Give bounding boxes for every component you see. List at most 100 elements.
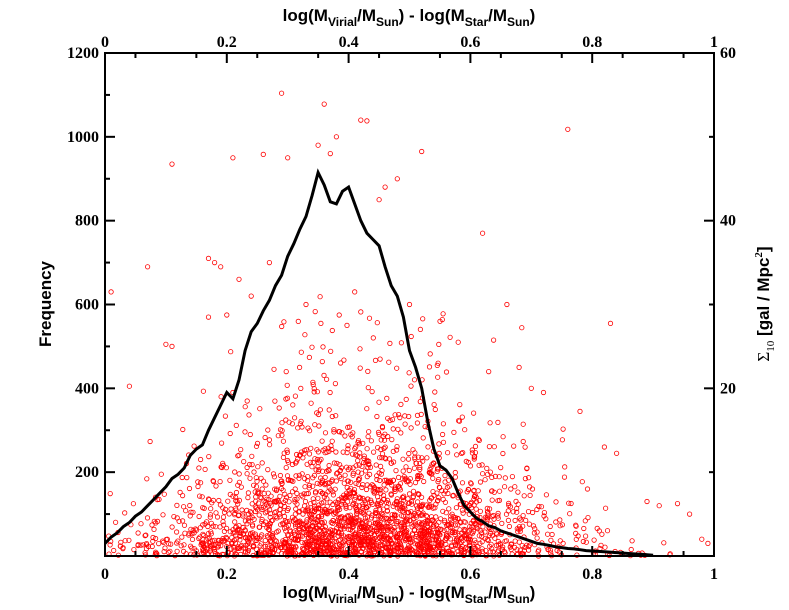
scatter-point (460, 510, 466, 516)
scatter-point (313, 467, 319, 473)
scatter-point (568, 500, 574, 507)
scatter-point (400, 497, 406, 503)
scatter-point (174, 502, 180, 508)
scatter-point (161, 548, 167, 555)
scatter-point (332, 486, 338, 492)
scatter-point (543, 492, 550, 498)
scatter-point (315, 449, 321, 455)
scatter-point (604, 528, 611, 534)
scatter-point (315, 543, 322, 549)
scatter-point (269, 544, 275, 550)
scatter-point (376, 197, 382, 203)
scatter-point (360, 501, 366, 507)
scatter-point (573, 536, 579, 542)
scatter-point (374, 510, 380, 516)
scatter-point (301, 503, 308, 509)
scatter-point (258, 495, 264, 501)
scatter-point (628, 546, 634, 553)
scatter-point (338, 465, 345, 471)
scatter-point (267, 514, 273, 520)
scatter-point (398, 340, 404, 346)
scatter-point (369, 538, 375, 544)
scatter-point (468, 481, 474, 487)
scatter-point (414, 420, 420, 426)
scatter-point (457, 519, 463, 525)
scatter-point (471, 496, 477, 502)
scatter-point (166, 541, 172, 547)
scatter-point (322, 480, 329, 487)
scatter-point (490, 337, 497, 343)
scatter-point (507, 544, 513, 550)
scatter-point (352, 520, 358, 526)
scatter-point (160, 512, 166, 518)
scatter-point (379, 451, 386, 457)
scatter-point (392, 412, 398, 418)
scatter-point (329, 413, 335, 420)
scatter-point (289, 489, 296, 495)
scatter-point (385, 524, 391, 531)
scatter-point (299, 471, 305, 477)
scatter-point (247, 475, 253, 481)
scatter-point (475, 488, 481, 494)
scatter-point (453, 536, 460, 542)
scatter-point (266, 442, 273, 448)
scatter-point (316, 534, 322, 541)
scatter-point (196, 535, 202, 542)
scatter-point (200, 388, 206, 394)
scatter-point (270, 531, 276, 537)
scatter-point (378, 437, 384, 443)
scatter-point (322, 474, 328, 480)
scatter-point (443, 369, 450, 375)
scatter-point (224, 525, 230, 532)
scatter-point (440, 421, 446, 427)
scatter-point (411, 515, 417, 521)
scatter-point (311, 508, 317, 514)
scatter-point (445, 490, 451, 497)
scatter-point (490, 512, 496, 519)
scatter-point (306, 543, 312, 549)
scatter-point (342, 502, 348, 508)
scatter-point (181, 542, 187, 548)
scatter-point (293, 459, 300, 465)
scatter-point (331, 429, 337, 435)
scatter-point (495, 542, 501, 548)
scatter-point (607, 320, 614, 326)
scatter-point (463, 532, 470, 539)
scatter-point (359, 519, 365, 526)
scatter-point (436, 519, 442, 525)
scatter-point (283, 464, 289, 471)
scatter-point (142, 552, 149, 558)
scatter-point (284, 457, 291, 464)
scatter-point (324, 548, 330, 554)
scatter-point (442, 472, 448, 479)
scatter-point (247, 431, 253, 438)
scatter-point (484, 516, 490, 523)
scatter-point (408, 333, 414, 340)
scatter-point (581, 525, 587, 532)
scatter-point (415, 472, 421, 479)
scatter-point (332, 528, 338, 534)
scatter-point (306, 451, 313, 457)
scatter-point (298, 449, 304, 455)
scatter-point (138, 542, 144, 548)
scatter-point (258, 475, 264, 481)
scatter-point (263, 482, 269, 488)
scatter-point (428, 471, 434, 477)
scatter-point (475, 436, 482, 442)
scatter-point (520, 512, 526, 519)
scatter-point (398, 430, 404, 436)
scatter-point (275, 433, 281, 439)
scatter-point (377, 463, 384, 469)
scatter-point (226, 511, 232, 517)
scatter-point (153, 535, 159, 542)
scatter-point (143, 532, 149, 538)
scatter-point (557, 517, 563, 523)
scatter-point (364, 118, 370, 124)
scatter-point (394, 521, 400, 527)
scatter-point (318, 320, 324, 326)
scatter-point (471, 456, 477, 462)
scatter-point (262, 543, 268, 550)
scatter-point (484, 505, 490, 511)
scatter-point (199, 494, 205, 500)
scatter-point (178, 543, 184, 549)
